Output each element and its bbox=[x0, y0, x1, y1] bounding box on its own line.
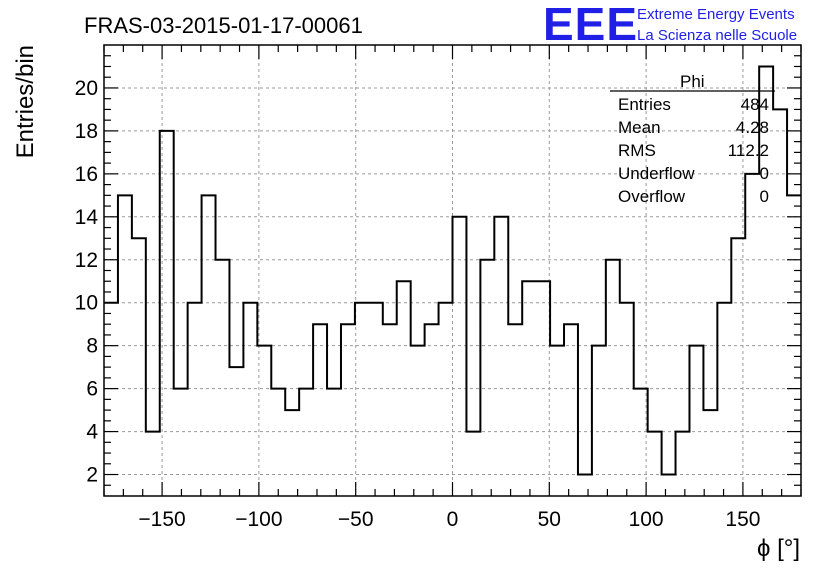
x-axis-label: ϕ [°] bbox=[757, 535, 800, 562]
histogram bbox=[104, 65, 801, 476]
stat-value: 112.2 bbox=[728, 141, 769, 160]
y-axis-label: Entries/bin bbox=[12, 45, 39, 158]
stats-box-name: Phi bbox=[680, 72, 705, 91]
x-tick-label: −50 bbox=[338, 508, 374, 531]
stat-value: 484 bbox=[741, 95, 769, 114]
stat-value: 0 bbox=[760, 164, 769, 183]
y-tick-label: 6 bbox=[86, 378, 98, 401]
x-tick-label: 50 bbox=[538, 508, 561, 531]
y-tick-label: 10 bbox=[75, 292, 98, 315]
stat-label: Overflow bbox=[618, 187, 686, 206]
x-tick-label: 150 bbox=[725, 508, 760, 531]
chart-title: FRAS-03-2015-01-17-00061 bbox=[84, 13, 363, 38]
stat-label: Underflow bbox=[618, 164, 695, 183]
stat-label: Entries bbox=[618, 95, 671, 114]
stats-box: Phi Entries 484 Mean 4.28 RMS 112.2 Underflow 0… bbox=[610, 72, 775, 206]
stat-value: 0 bbox=[760, 187, 769, 206]
x-tick-label: −100 bbox=[235, 508, 282, 531]
stat-value: 4.28 bbox=[736, 118, 769, 137]
stat-label: RMS bbox=[618, 141, 656, 160]
logo-line-1: Extreme Energy Events bbox=[637, 6, 795, 23]
y-tick-label: 4 bbox=[86, 421, 98, 444]
logo-line-2: La Scienza nelle Scuole bbox=[637, 27, 797, 44]
x-tick-label: 100 bbox=[629, 508, 664, 531]
y-tick-label: 16 bbox=[75, 163, 98, 186]
axis-ticks bbox=[103, 45, 802, 496]
x-tick-label: −150 bbox=[138, 508, 185, 531]
eee-logo-text: EEE bbox=[543, 0, 638, 50]
eee-logo: EEE Extreme Energy Events La Scienza nel… bbox=[543, 0, 797, 50]
y-tick-label: 2 bbox=[86, 464, 98, 487]
y-tick-label: 18 bbox=[75, 120, 98, 143]
histogram-outline bbox=[104, 65, 801, 476]
x-tick-label: 0 bbox=[447, 508, 459, 531]
y-tick-label: 8 bbox=[86, 335, 98, 358]
y-tick-label: 12 bbox=[75, 249, 98, 272]
y-tick-label: 14 bbox=[75, 206, 99, 229]
stat-label: Mean bbox=[618, 118, 661, 137]
tick-labels: −150 −100 −50 0 50 100 150 2 4 6 8 10 12 14 16 18 20 bbox=[75, 77, 761, 531]
y-tick-label: 20 bbox=[75, 77, 98, 100]
